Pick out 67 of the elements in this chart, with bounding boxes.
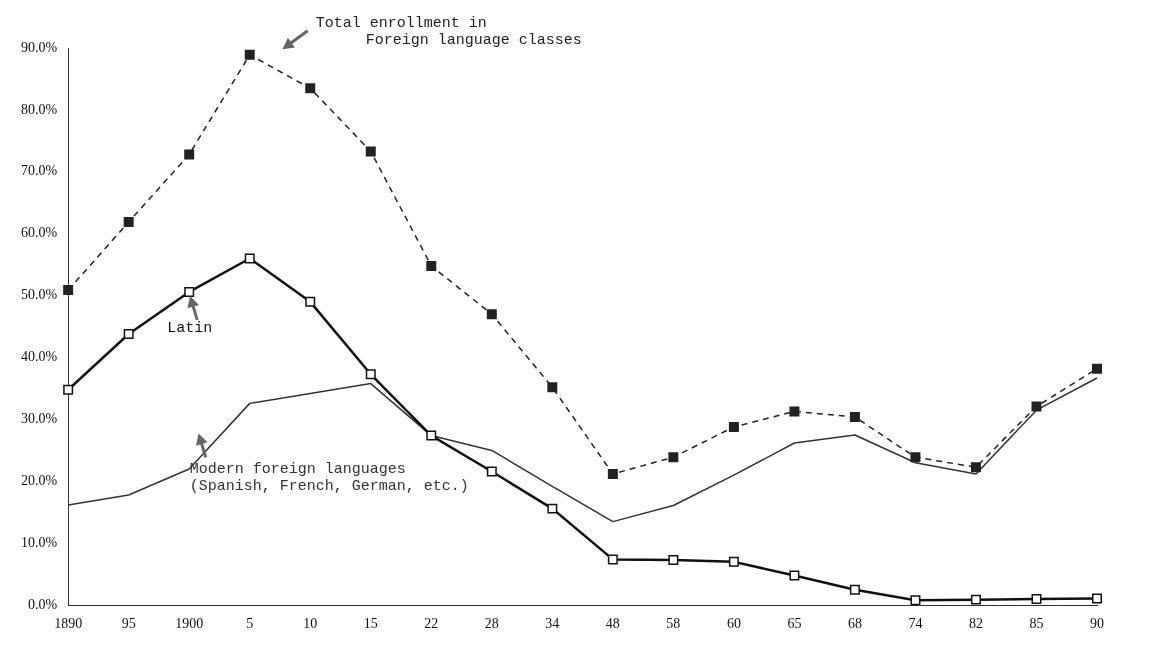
y-tick-label: 0.0% — [27, 596, 58, 612]
point — [789, 406, 800, 417]
point — [426, 430, 437, 441]
point — [365, 369, 376, 380]
y-tick-label: 80.0% — [20, 101, 58, 117]
point — [486, 309, 497, 320]
x-tick-label: 90 — [1090, 616, 1104, 632]
point — [305, 83, 316, 94]
y-tick-label: 70.0% — [20, 163, 58, 179]
y-tick-label: 20.0% — [20, 473, 58, 489]
x-tick-label: 82 — [968, 616, 983, 632]
y-tick-label: 50.0% — [20, 287, 58, 303]
y-tick-label: 10.0% — [20, 534, 58, 550]
y-tick-label: 30.0% — [20, 411, 58, 427]
y-tick-label: 90.0% — [20, 39, 58, 55]
y-tick-label: 60.0% — [20, 225, 58, 241]
point — [123, 216, 134, 227]
x-tick-label: 65 — [787, 616, 802, 632]
x-tick-label: 74 — [908, 616, 923, 632]
x-tick-label: 60 — [726, 616, 741, 632]
point — [486, 466, 497, 477]
point — [849, 584, 860, 595]
point — [426, 260, 437, 271]
x-tick-label: 22 — [424, 616, 439, 632]
point — [184, 286, 195, 297]
point — [789, 570, 800, 581]
point — [970, 594, 981, 605]
point — [607, 554, 618, 565]
point — [547, 382, 558, 393]
point — [668, 555, 679, 565]
point — [910, 595, 921, 606]
series-label: Latin — [167, 319, 213, 337]
point — [244, 49, 255, 60]
point — [849, 412, 860, 422]
point — [1092, 593, 1102, 604]
point — [970, 462, 981, 473]
y-tick-label: 40.0% — [20, 349, 58, 365]
x-tick-label: 1890 — [54, 616, 83, 632]
point — [668, 452, 679, 463]
point — [63, 384, 74, 395]
x-tick-label: 48 — [605, 616, 620, 632]
point — [1092, 363, 1102, 374]
point — [123, 329, 134, 340]
x-tick-label: 95 — [121, 616, 136, 632]
text: Total enrollment in Foreign language classes — [315, 14, 582, 49]
point — [1031, 594, 1042, 604]
x-tick-label: 58 — [666, 616, 681, 632]
point — [607, 468, 618, 479]
point — [365, 146, 376, 157]
point — [184, 149, 195, 160]
point — [244, 253, 255, 264]
x-tick-label: 1900 — [175, 616, 204, 632]
x-tick-label: 10 — [303, 616, 318, 632]
x-tick-label: 68 — [847, 616, 862, 632]
point — [728, 556, 739, 567]
point — [910, 452, 921, 463]
point — [547, 503, 558, 514]
x-tick-label: 15 — [363, 616, 378, 632]
x-tick-label: 5 — [246, 616, 254, 632]
x-tick-label: 85 — [1029, 616, 1044, 632]
series-label: Modern foreign languages (Spanish, French, German, etc.) — [189, 461, 469, 496]
x-tick-label: 34 — [545, 616, 560, 632]
point — [1031, 401, 1042, 412]
point — [305, 296, 316, 307]
x-tick-label: 28 — [484, 616, 499, 632]
point — [63, 285, 74, 296]
point — [728, 421, 739, 432]
